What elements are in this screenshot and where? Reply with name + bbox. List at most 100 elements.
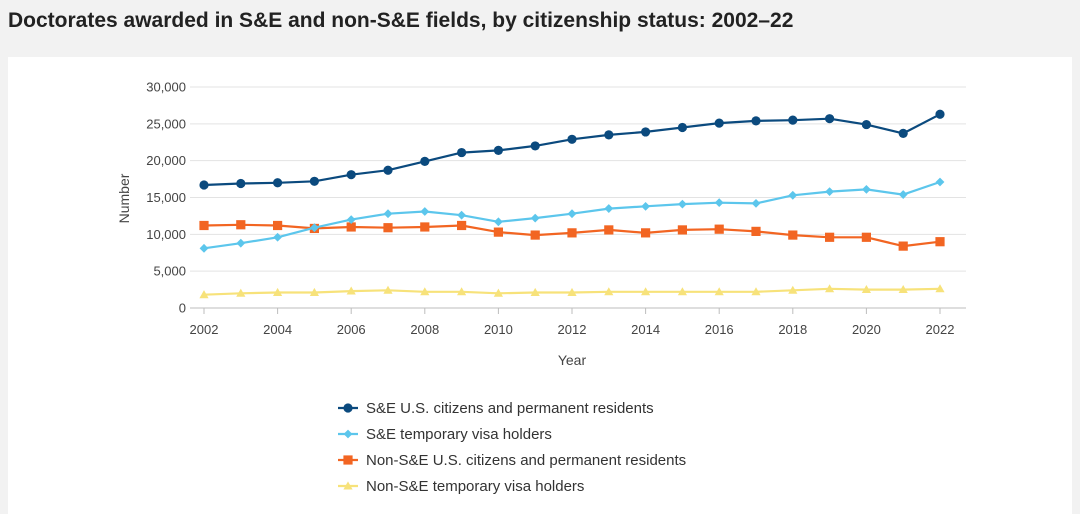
x-tick-label: 2014 (631, 322, 660, 337)
data-point (677, 287, 687, 296)
series-s-e-temporary-visa-holders (199, 177, 945, 253)
legend-item: Non-S&E U.S. citizens and permanent resi… (338, 452, 686, 469)
x-tick-label: 2004 (263, 322, 292, 337)
data-point (236, 220, 246, 230)
data-point (861, 119, 872, 130)
data-point (309, 176, 319, 186)
data-point (199, 220, 209, 231)
x-tick-label: 2006 (337, 322, 366, 337)
y-tick-label: 5,000 (153, 264, 186, 279)
data-point (383, 223, 393, 233)
data-point (935, 109, 945, 119)
y-tick-label: 0 (179, 301, 186, 316)
data-point (199, 243, 209, 253)
data-point (751, 198, 761, 208)
data-point (199, 290, 209, 299)
data-point (825, 114, 835, 124)
data-point (383, 209, 393, 219)
data-point (825, 187, 834, 197)
x-tick-label: 2002 (190, 322, 219, 337)
data-point (457, 147, 467, 158)
data-point (567, 228, 577, 238)
x-tick-label: 2010 (484, 322, 513, 337)
data-point (346, 215, 356, 224)
series-non-s-e-u-s-citizens-and-permanent-residents (199, 220, 945, 251)
legend-item: Non-S&E temporary visa holders (338, 478, 584, 495)
data-point (751, 287, 761, 296)
data-point (714, 224, 724, 234)
data-point (567, 134, 577, 144)
chart-panel: 0 5,000 10,000 15,000 20,000 25,000 30,000 2002… (8, 57, 1072, 514)
data-point (420, 156, 430, 167)
data-point (677, 225, 687, 235)
data-point (383, 165, 393, 175)
y-tick-label: 20,000 (146, 153, 186, 168)
grid (190, 86, 966, 272)
series-group (199, 109, 945, 299)
data-point (346, 286, 356, 295)
x-tick-label: 2020 (852, 322, 881, 337)
data-point (898, 241, 908, 251)
legend-label: Non-S&E temporary visa holders (366, 478, 584, 495)
data-point (420, 287, 430, 296)
data-point (751, 116, 761, 126)
data-point (346, 222, 356, 232)
line-chart: 0 5,000 10,000 15,000 20,000 25,000 30,000 2002… (116, 80, 966, 495)
data-point (714, 198, 724, 208)
data-point (861, 284, 871, 294)
data-point (751, 226, 761, 236)
data-point (273, 287, 283, 296)
legend-swatch-marker (343, 481, 353, 490)
data-point (861, 232, 871, 242)
axes: 0 5,000 10,000 15,000 20,000 25,000 30,000 2002… (116, 80, 966, 368)
data-point (383, 285, 393, 294)
data-point (310, 223, 319, 233)
data-point (862, 184, 871, 194)
data-point (530, 230, 540, 240)
data-point (935, 284, 945, 293)
y-tick-label: 10,000 (146, 227, 186, 242)
legend-label: Non-S&E U.S. citizens and permanent resi… (366, 452, 686, 469)
y-tick-label: 25,000 (146, 116, 186, 131)
x-tick-label: 2018 (778, 322, 807, 337)
data-point (898, 284, 908, 294)
data-point (236, 238, 246, 248)
data-point (493, 227, 503, 237)
data-point (604, 130, 614, 140)
data-point (236, 178, 246, 189)
data-point (567, 287, 577, 296)
legend: S&E U.S. citizens and permanent resident… (338, 400, 686, 495)
y-axis-title: Number (116, 173, 132, 223)
legend-swatch-marker (343, 455, 353, 465)
legend-item: S&E temporary visa holders (338, 426, 552, 443)
data-point (457, 220, 467, 231)
data-point (641, 201, 650, 211)
data-point (604, 204, 614, 213)
x-tick-label: 2008 (410, 322, 439, 337)
data-point (493, 288, 503, 297)
data-point (530, 287, 540, 296)
data-point (898, 128, 908, 139)
series-s-e-u-s-citizens-and-permanent-residents (199, 109, 945, 190)
data-point (420, 222, 430, 232)
data-point (788, 285, 798, 294)
data-point (604, 287, 614, 296)
data-point (714, 118, 724, 128)
data-point (677, 122, 688, 133)
data-point (604, 225, 614, 235)
data-point (825, 232, 835, 242)
legend-item: S&E U.S. citizens and permanent resident… (338, 400, 654, 417)
data-point (825, 284, 835, 293)
data-point (457, 287, 467, 296)
data-point (236, 288, 246, 297)
y-tick-label: 30,000 (146, 80, 186, 95)
data-point (641, 127, 651, 137)
chart-title: Doctorates awarded in S&E and non-S&E fi… (8, 9, 794, 32)
data-point (530, 213, 540, 223)
data-point (273, 178, 283, 188)
data-point (420, 207, 430, 216)
data-point (457, 210, 466, 220)
x-tick-label: 2012 (558, 322, 587, 337)
series-non-s-e-temporary-visa-holders (199, 284, 945, 299)
data-point (494, 217, 503, 227)
